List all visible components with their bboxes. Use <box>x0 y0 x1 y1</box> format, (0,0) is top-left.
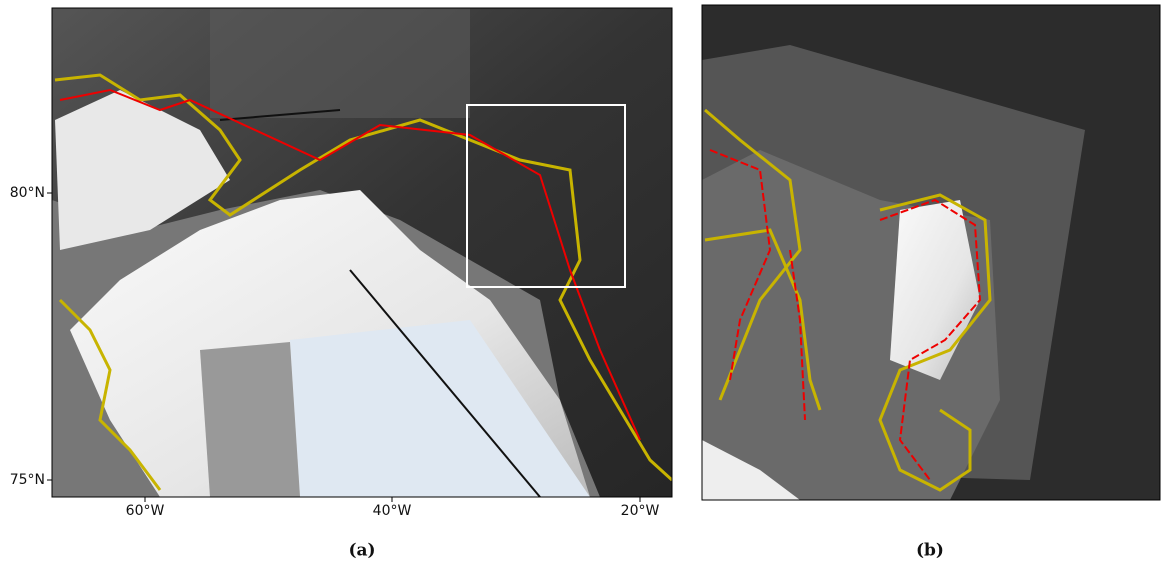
satellite-mosaic-b <box>702 5 1160 500</box>
satellite-mosaic-a <box>52 8 672 497</box>
y-tick-label: 75°N <box>10 472 45 488</box>
figure: 60°W 40°W 20°W 80°N 75°N (a) (b) <box>0 0 1161 569</box>
x-tick-label: 60°W <box>126 503 165 519</box>
x-tick-label: 40°W <box>373 503 412 519</box>
caption: (a) <box>348 541 375 561</box>
caption: (b) <box>916 541 944 561</box>
y-tick-label: 80°N <box>10 185 45 201</box>
page: 60°W 40°W 20°W 80°N 75°N (a) (b) (() => … <box>0 0 1161 569</box>
x-tick-label: 20°W <box>621 503 660 519</box>
